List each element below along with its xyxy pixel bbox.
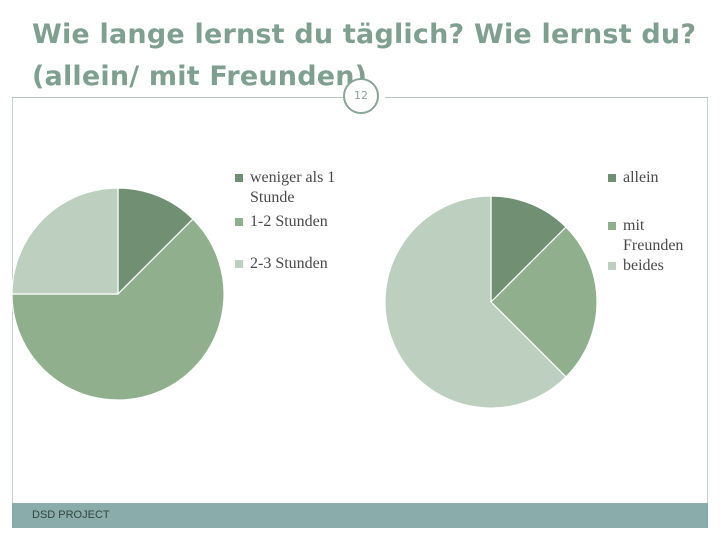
- legend-label: mit Freunden: [623, 217, 684, 254]
- legend-item: mit Freunden: [608, 216, 708, 256]
- slide-frame: [12, 97, 708, 528]
- pie-slice: [490, 226, 598, 378]
- legend-swatch: [608, 262, 616, 270]
- legend-label: beides: [623, 257, 664, 274]
- footer-text: DSD PROJECT: [32, 509, 110, 521]
- legend-label: 1-2 Stunden: [250, 213, 328, 230]
- legend-study-mode: allein mit Freunden beides: [608, 168, 708, 276]
- title-divider-right: [385, 97, 708, 98]
- legend-item: weniger als 1 Stunde: [235, 168, 375, 208]
- legend-label: 2-3 Stunden: [250, 255, 328, 272]
- legend-item: 1-2 Stunden: [235, 212, 375, 232]
- legend-swatch: [235, 260, 243, 268]
- legend-study-time: weniger als 1 Stunde 1-2 Stunden 2-3 Stu…: [235, 168, 375, 274]
- legend-label: weniger als 1 Stunde: [250, 169, 336, 206]
- title-divider-left: [12, 97, 345, 98]
- slide-number-badge: 12: [343, 78, 379, 114]
- pie-slice: [490, 195, 567, 304]
- pie-slice: [11, 218, 225, 401]
- legend-swatch: [608, 222, 616, 230]
- pie-slice: [117, 187, 194, 296]
- legend-swatch: [235, 174, 243, 182]
- legend-swatch: [608, 174, 616, 182]
- legend-item: beides: [608, 256, 708, 276]
- legend-item: allein: [608, 168, 708, 188]
- pie-slice: [384, 195, 567, 409]
- legend-item: 2-3 Stunden: [235, 254, 375, 274]
- slide-title: Wie lange lernst du täglich? Wie lernst …: [32, 19, 697, 92]
- legend-label: allein: [623, 169, 659, 186]
- legend-swatch: [235, 218, 243, 226]
- footer-bar: DSD PROJECT: [12, 503, 708, 528]
- pie-slice: [11, 187, 119, 295]
